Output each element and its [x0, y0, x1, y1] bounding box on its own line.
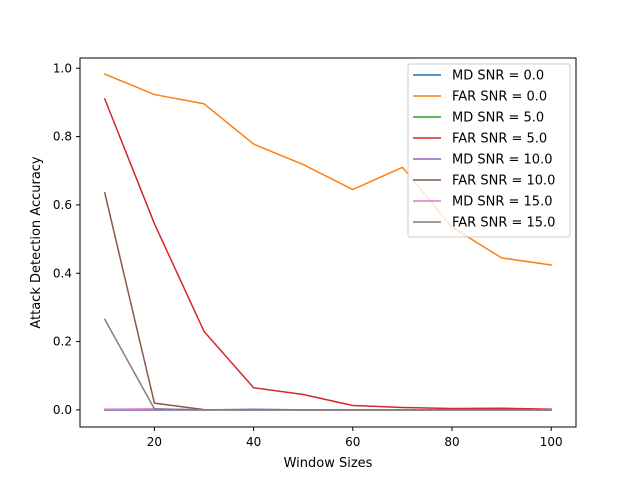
plot-frame [79, 57, 577, 428]
x-tick-label: 60 [345, 435, 360, 449]
x-tick-label: 100 [540, 435, 563, 449]
legend-label-6: MD SNR = 15.0 [452, 195, 552, 210]
legend-label-2: MD SNR = 5.0 [452, 111, 544, 126]
y-tick-label: 0.4 [53, 266, 72, 280]
x-tick-label: 80 [444, 435, 459, 449]
legend-box [407, 63, 571, 238]
y-axis-ticks: 0.0 0.2 0.4 0.6 0.8 1.0 [53, 61, 80, 417]
legend-label-7: FAR SNR = 15.0 [452, 216, 555, 231]
y-tick-label: 0.8 [53, 130, 72, 144]
series-line-1 [103, 73, 553, 266]
legend-label-5: FAR SNR = 10.0 [452, 174, 555, 189]
x-tick-label: 20 [147, 435, 162, 449]
x-tick-label: 40 [246, 435, 261, 449]
series-line-7 [103, 318, 552, 411]
y-tick-label: 1.0 [53, 61, 72, 75]
series-layer [103, 73, 553, 411]
y-tick-label: 0.0 [53, 403, 72, 417]
legend-label-3: FAR SNR = 5.0 [452, 132, 547, 147]
legend-label-0: MD SNR = 0.0 [452, 69, 544, 84]
y-axis-label: Attack Detection Accuracy [29, 156, 44, 329]
series-line-3 [103, 98, 552, 410]
legend-label-1: FAR SNR = 0.0 [452, 90, 547, 105]
legend: MD SNR = 0.0 FAR SNR = 0.0 MD SNR = 5.0 FAR… [407, 63, 571, 238]
x-axis-ticks: 20 40 60 80 100 [147, 427, 563, 449]
y-tick-label: 0.2 [53, 335, 72, 349]
legend-label-4: MD SNR = 10.0 [452, 153, 552, 168]
x-axis-label: Window Sizes [284, 456, 373, 471]
y-tick-label: 0.6 [53, 198, 72, 212]
